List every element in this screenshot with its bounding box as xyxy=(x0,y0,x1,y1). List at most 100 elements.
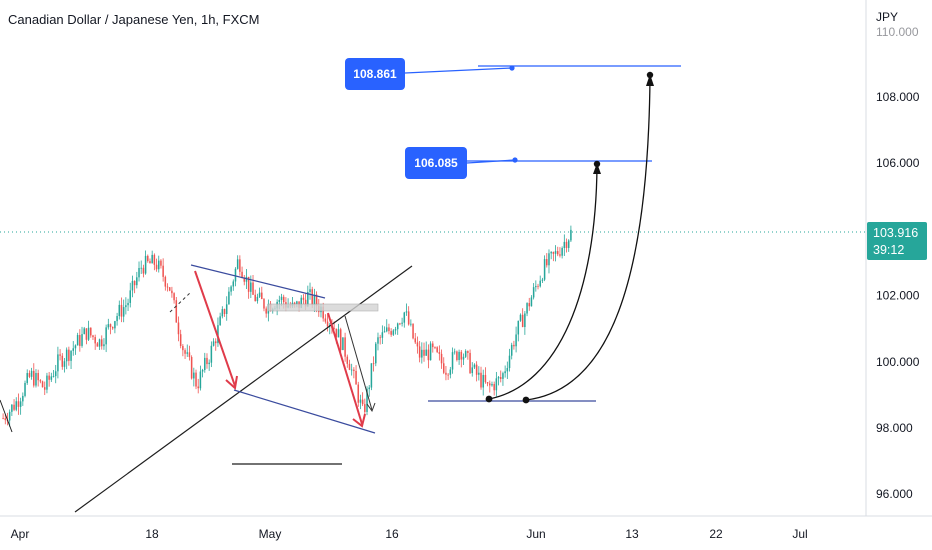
candle-body xyxy=(258,292,261,297)
current-price-value: 103.916 xyxy=(873,226,918,240)
candle-body xyxy=(96,343,99,347)
candle-body xyxy=(263,299,265,309)
candle-body xyxy=(188,352,191,358)
candle-body xyxy=(403,312,406,323)
candle-body xyxy=(436,347,438,353)
candle-body xyxy=(166,286,169,288)
label-anchor-lower[interactable] xyxy=(512,157,518,163)
label-anchor-upper[interactable] xyxy=(509,65,515,71)
candle-body xyxy=(116,316,118,322)
candle-body xyxy=(125,305,127,308)
projection-curve-upper[interactable] xyxy=(525,77,651,401)
candle-body xyxy=(543,259,546,280)
candle-body xyxy=(399,323,401,325)
candle-body xyxy=(552,252,555,254)
target-badge-upper[interactable]: 108.861 xyxy=(345,58,405,90)
candle-body xyxy=(359,399,362,403)
candle-body xyxy=(370,363,373,388)
candle-body xyxy=(24,382,26,396)
candle-body xyxy=(136,277,138,286)
time-tick-label: 16 xyxy=(385,527,399,541)
price-tick-label: 108.000 xyxy=(876,90,920,104)
candle-body xyxy=(497,377,500,379)
candle-body xyxy=(256,296,259,302)
candle-body xyxy=(11,404,13,412)
candle-body xyxy=(366,389,368,412)
candle-body xyxy=(15,401,18,410)
candle-body xyxy=(537,285,539,287)
candle-body xyxy=(350,369,353,371)
candle-body xyxy=(94,337,96,344)
price-tick-label: 110.000 xyxy=(876,25,919,39)
candle-body xyxy=(13,404,15,410)
candle-body xyxy=(449,369,452,375)
red-arrow-1[interactable] xyxy=(194,270,238,390)
candle-body xyxy=(471,367,474,374)
candle-body xyxy=(528,303,531,307)
candle-body xyxy=(504,371,506,374)
candle-body xyxy=(219,316,221,326)
candle-body xyxy=(247,276,250,292)
candle-body xyxy=(140,267,142,269)
candle-body xyxy=(103,344,105,347)
candle-body xyxy=(118,304,121,317)
candle-body xyxy=(344,337,346,357)
dashed-segment[interactable] xyxy=(169,291,192,313)
candle-body xyxy=(499,377,502,379)
candle-body xyxy=(61,355,64,367)
candle-body xyxy=(50,376,53,380)
projection-curve-lower[interactable] xyxy=(488,165,598,400)
candle-body xyxy=(221,309,224,317)
candle-body xyxy=(473,364,476,368)
price-axis-ticks[interactable]: 110.000 108.000 106.000 102.000 100.000 98.00… xyxy=(876,25,920,501)
time-tick-label: 22 xyxy=(709,527,723,541)
candle-body xyxy=(438,352,441,354)
projection-arrowhead-upper xyxy=(646,74,654,86)
label-connector-upper xyxy=(404,67,513,74)
candle-body xyxy=(519,314,522,321)
resistance-zone[interactable] xyxy=(267,303,379,312)
projection-start-dot-upper[interactable] xyxy=(522,396,530,404)
candle-body xyxy=(567,240,570,248)
candle-body xyxy=(390,331,392,335)
left-edge-segment[interactable] xyxy=(0,399,13,433)
candle-body xyxy=(133,280,136,286)
candle-body xyxy=(239,259,241,272)
candle-body xyxy=(324,318,327,322)
current-price-badge[interactable] xyxy=(867,222,927,260)
candle-body xyxy=(195,372,197,387)
gray-arrow[interactable] xyxy=(344,315,376,413)
price-tick-label: 98.000 xyxy=(876,421,913,435)
candle-body xyxy=(458,351,460,361)
channel-upper-line[interactable] xyxy=(190,264,326,299)
channel-lower-line[interactable] xyxy=(233,389,376,434)
candle-body xyxy=(228,291,230,305)
candle-body xyxy=(243,277,246,282)
candle-body xyxy=(526,303,528,314)
time-axis-ticks[interactable]: Apr 18 May 16 Jun 13 22 Jul xyxy=(11,527,808,541)
red-arrow-2[interactable] xyxy=(327,312,366,428)
time-tick-label: 13 xyxy=(625,527,639,541)
candle-body xyxy=(107,324,110,328)
symbol-title[interactable]: Canadian Dollar / Japanese Yen, 1h, FXCM xyxy=(8,12,260,27)
candle-body xyxy=(451,352,454,370)
candle-body xyxy=(460,351,463,360)
candle-body xyxy=(144,255,147,274)
candle-body xyxy=(241,271,243,278)
candle-body xyxy=(532,287,535,298)
candle-body xyxy=(122,307,125,317)
projection-start-dot-lower[interactable] xyxy=(485,395,493,403)
candle-body xyxy=(429,343,432,361)
candle-body xyxy=(160,260,162,266)
countdown-timer: 39:12 xyxy=(873,243,904,257)
candle-body xyxy=(22,395,24,402)
candle-body xyxy=(394,329,397,331)
target-badge-lower[interactable]: 106.085 xyxy=(405,147,467,179)
candle-body xyxy=(190,357,193,379)
candle-body xyxy=(265,308,267,314)
candle-body xyxy=(201,369,204,372)
candle-body xyxy=(412,323,414,339)
candle-body xyxy=(475,364,478,375)
